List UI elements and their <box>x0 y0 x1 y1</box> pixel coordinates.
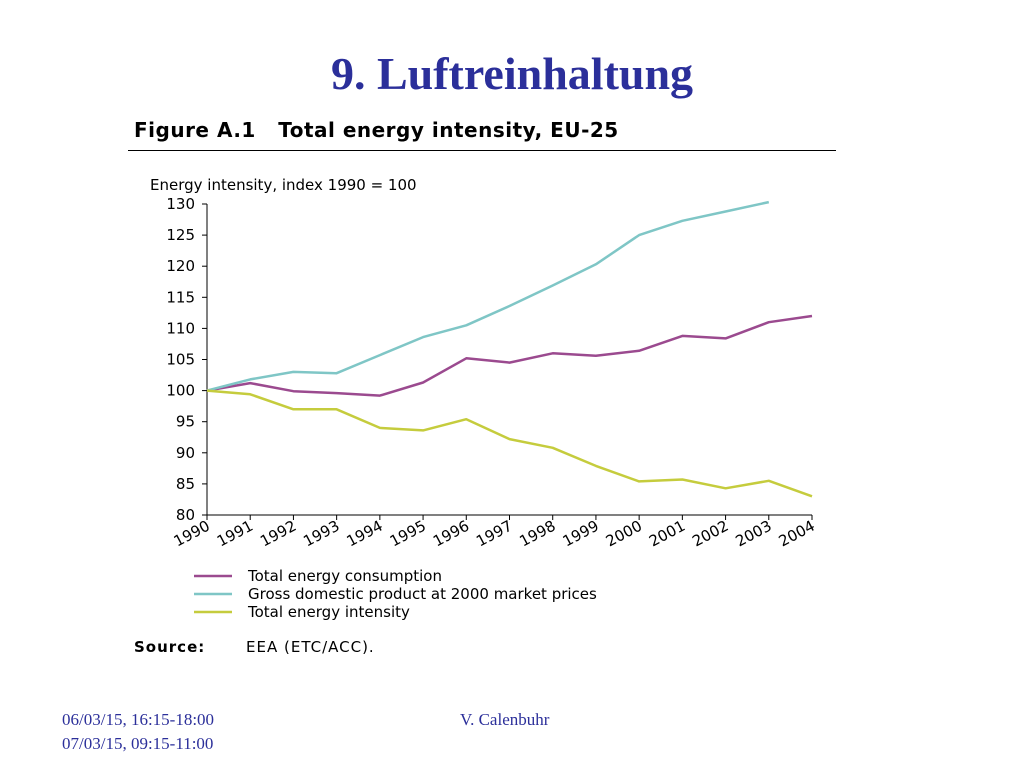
footer-dates: 06/03/15, 16:15-18:00 07/03/15, 09:15-11… <box>62 708 214 756</box>
footer-date-1: 06/03/15, 16:15-18:00 <box>62 710 215 729</box>
series-line-2 <box>206 200 770 392</box>
y-tick-label: 130 <box>166 195 195 213</box>
x-tick-label: 2002 <box>689 517 731 551</box>
source-text: EEA (ETC/ACC). <box>246 638 375 656</box>
y-tick-label: 80 <box>176 506 195 524</box>
y-tick-label: 100 <box>166 382 195 400</box>
series-lines <box>206 200 813 498</box>
x-tick-label: 1995 <box>387 517 429 551</box>
y-tick-label: 85 <box>176 475 195 493</box>
x-tick-label: 2001 <box>646 517 688 551</box>
figure-divider <box>128 150 836 151</box>
y-tick-label: 125 <box>166 226 195 244</box>
x-tick-label: 1998 <box>516 517 558 551</box>
y-axis-ticks: 130 125 120 115 110 105 100 95 90 85 80 <box>166 195 207 524</box>
footer-date-2: 07/03/15, 09:15-11:00 <box>62 734 214 753</box>
figure-heading: Figure A.1 Total energy intensity, EU-25 <box>134 118 619 142</box>
x-tick-label: 2004 <box>776 517 818 551</box>
y-tick-label: 115 <box>166 288 195 306</box>
source-label: Source: <box>134 638 206 656</box>
legend-label: Total energy consumption <box>247 567 442 585</box>
x-tick-label: 1992 <box>257 517 299 551</box>
x-tick-label: 1991 <box>214 517 256 551</box>
legend-label: Total energy intensity <box>247 603 410 621</box>
x-tick-label: 1994 <box>344 517 386 551</box>
slide-title: 9. Luftreinhaltung <box>330 48 694 99</box>
y-tick-label: 110 <box>166 319 195 337</box>
y-tick-label: 120 <box>166 257 195 275</box>
x-tick-label: 1997 <box>473 517 515 551</box>
series-line-3 <box>206 389 813 498</box>
series-line-1 <box>206 314 813 397</box>
y-tick-label: 90 <box>176 444 195 462</box>
legend-label: Gross domestic product at 2000 market pr… <box>248 585 597 603</box>
chart-axes <box>206 204 812 516</box>
x-tick-label: 1993 <box>300 517 342 551</box>
y-axis-caption: Energy intensity, index 1990 = 100 <box>150 176 417 194</box>
x-tick-label: 2003 <box>732 517 774 551</box>
x-axis-ticks: 1990 1991 1992 1993 1994 1995 1996 1997 1998 1999… <box>171 515 818 550</box>
footer-author: V. Calenbuhr <box>460 710 550 729</box>
x-tick-label: 1996 <box>430 517 472 551</box>
x-tick-label: 2000 <box>603 517 645 551</box>
y-tick-label: 105 <box>166 351 195 369</box>
y-tick-label: 95 <box>176 413 195 431</box>
x-tick-label: 1999 <box>560 517 602 551</box>
